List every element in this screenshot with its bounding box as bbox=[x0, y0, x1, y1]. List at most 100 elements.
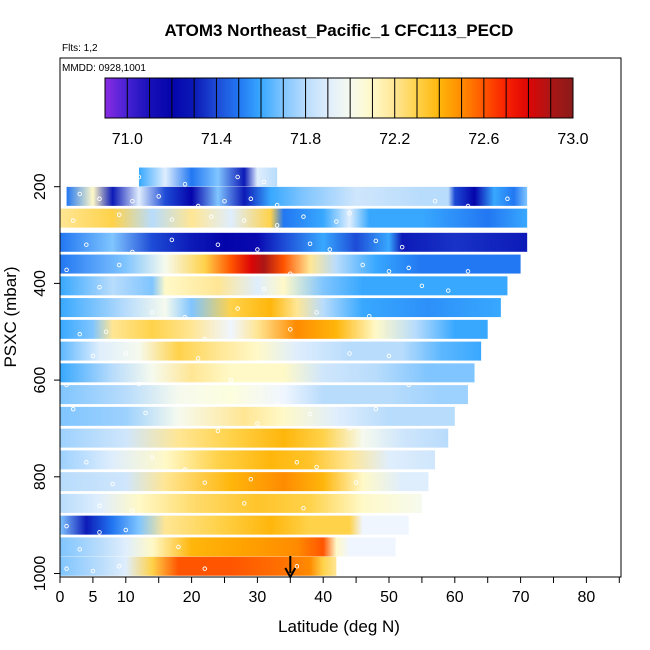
colorbar-tick-label: 72.2 bbox=[379, 131, 410, 148]
sample-point bbox=[202, 336, 208, 342]
heatmap-row bbox=[66, 186, 528, 206]
colorbar-cell bbox=[283, 78, 306, 118]
sample-point bbox=[195, 203, 201, 209]
heatmap-row bbox=[60, 298, 501, 318]
y-tick-label: 1000 bbox=[32, 556, 49, 592]
sample-point bbox=[360, 262, 365, 268]
sample-point bbox=[373, 238, 379, 244]
heatmap-row bbox=[60, 537, 396, 557]
x-tick-label: 80 bbox=[578, 589, 596, 606]
sample-point bbox=[64, 566, 69, 571]
y-axis: 200 400 600 800 1000 bbox=[32, 173, 60, 591]
heatmap-row bbox=[60, 276, 508, 296]
sample-point bbox=[130, 249, 135, 255]
sample-point bbox=[169, 217, 175, 222]
colorbar-cell bbox=[238, 78, 262, 118]
colorbar-tick-label: 71.8 bbox=[290, 131, 321, 148]
sample-point bbox=[367, 314, 372, 319]
sample-point bbox=[64, 382, 69, 388]
heatmap-row bbox=[60, 556, 337, 576]
colorbar-cell bbox=[194, 78, 217, 118]
colorbar-cell bbox=[327, 78, 351, 118]
colorbar-cell bbox=[171, 78, 195, 118]
sample-point bbox=[228, 377, 234, 383]
sample-point bbox=[406, 265, 411, 271]
flights-note: Flts: 1,2 bbox=[62, 43, 98, 54]
sample-point bbox=[123, 351, 129, 356]
heatmap-row bbox=[60, 341, 482, 361]
sample-point bbox=[215, 242, 221, 247]
sample-point bbox=[149, 455, 155, 460]
sample-point bbox=[248, 196, 254, 202]
colorbar-cell bbox=[127, 78, 150, 118]
heatmap-row bbox=[60, 406, 455, 426]
sample-point bbox=[505, 196, 510, 202]
sample-point bbox=[307, 411, 313, 417]
sample-point bbox=[64, 523, 69, 529]
colorbar-cell bbox=[417, 78, 440, 118]
colorbar-cell bbox=[394, 78, 418, 118]
sample-point bbox=[274, 223, 280, 228]
x-tick-label: 50 bbox=[380, 589, 398, 606]
sample-point bbox=[347, 211, 352, 216]
colorbar-cell bbox=[439, 78, 462, 118]
colorbar-cell bbox=[483, 78, 507, 118]
colorbar-cell bbox=[550, 78, 574, 118]
heatmap-row bbox=[60, 428, 449, 448]
y-tick-label: 600 bbox=[32, 367, 49, 394]
sample-point bbox=[419, 283, 425, 289]
sample-point bbox=[97, 530, 102, 535]
sample-point bbox=[77, 331, 82, 337]
colorbar-frame bbox=[104, 77, 574, 119]
sample-point bbox=[274, 202, 280, 208]
x-axis-label: Latitude (deg N) bbox=[278, 617, 400, 636]
colorbar-cell bbox=[372, 78, 396, 118]
x-tick-label: 30 bbox=[249, 589, 267, 606]
sample-point bbox=[64, 267, 69, 273]
sample-point bbox=[353, 480, 359, 485]
sample-point bbox=[465, 203, 471, 209]
x-tick-label: 0 bbox=[56, 589, 65, 606]
sample-point bbox=[77, 547, 82, 552]
sample-point bbox=[288, 327, 293, 332]
heatmap-row bbox=[60, 385, 468, 405]
x-tick-label: 70 bbox=[512, 589, 530, 606]
heatmap-row bbox=[60, 232, 528, 252]
sample-point bbox=[288, 271, 293, 276]
sample-point bbox=[90, 353, 96, 359]
sample-point bbox=[169, 237, 175, 243]
sample-point bbox=[110, 481, 115, 487]
sample-point bbox=[149, 310, 155, 315]
sample-point bbox=[248, 476, 254, 482]
flight-marker-arrow bbox=[284, 556, 297, 580]
sample-point bbox=[301, 505, 306, 511]
heatmap-row bbox=[60, 472, 429, 492]
sample-point bbox=[373, 406, 379, 412]
colorbar-cell bbox=[305, 78, 329, 118]
colorbar-tick-label: 71.0 bbox=[112, 131, 143, 148]
colorbar-cell bbox=[506, 78, 529, 118]
heatmap-row bbox=[60, 450, 436, 470]
sample-point bbox=[314, 310, 319, 315]
x-tick-label: 60 bbox=[446, 589, 464, 606]
colorbar-cell bbox=[261, 78, 284, 118]
sample-point bbox=[294, 563, 300, 569]
sample-point bbox=[241, 501, 247, 506]
colorbar-cell bbox=[149, 78, 173, 118]
sample-point bbox=[209, 214, 214, 219]
sample-point bbox=[156, 194, 161, 199]
sample-point bbox=[432, 198, 438, 204]
heatmap-row bbox=[60, 515, 409, 535]
sample-point bbox=[116, 262, 122, 268]
sample-point bbox=[143, 410, 148, 416]
y-axis-label: PSXC (mbar) bbox=[1, 266, 20, 367]
sample-point bbox=[399, 244, 405, 250]
sample-point bbox=[97, 196, 102, 202]
heatmap-row bbox=[138, 167, 278, 187]
sample-point bbox=[255, 247, 260, 252]
heatmap-rows bbox=[60, 167, 528, 576]
sample-point bbox=[327, 247, 333, 252]
sample-point bbox=[116, 563, 122, 569]
sample-point bbox=[116, 212, 122, 217]
